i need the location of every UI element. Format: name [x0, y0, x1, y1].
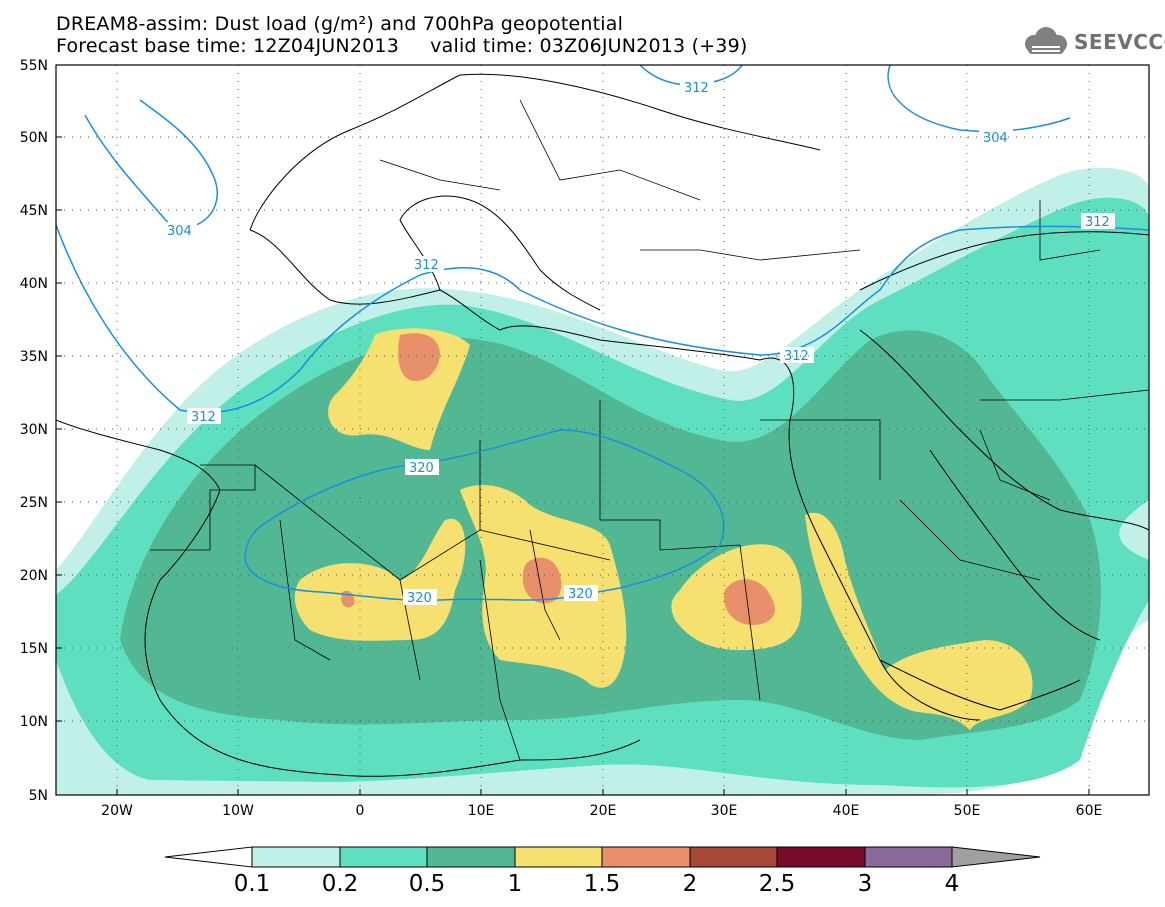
forecast-time-info: Forecast base time: 12Z04JUN2013 valid t…: [56, 35, 748, 57]
contour-label: 312: [684, 81, 709, 96]
contour-label-bg: [680, 79, 714, 95]
colorbar-lower-arrow: [164, 846, 253, 868]
colorbar-segment: [601, 846, 691, 868]
contour-label-bg: [410, 256, 444, 272]
coastlines: [56, 73, 1149, 777]
seevccc-logo: SEEVCCC: [1018, 24, 1165, 60]
lat-label: 50N: [20, 130, 48, 146]
lon-label: 20E: [590, 803, 617, 819]
gridlines: [56, 65, 1149, 795]
dust-shade-1.5-sudan: [724, 579, 775, 625]
contour-label-bg: [187, 408, 221, 424]
contour-label: 312: [784, 349, 809, 364]
contour-label-bg: [979, 129, 1013, 145]
lon-label: 10W: [222, 803, 254, 819]
lat-label: 55N: [20, 58, 48, 74]
logo-text: SEEVCCC: [1074, 30, 1165, 54]
colorbar-upper-arrow: [951, 846, 1041, 868]
lat-label: 35N: [20, 349, 48, 365]
colorbar-segment: [514, 846, 603, 868]
colorbar-label: 1.5: [584, 871, 621, 897]
lat-label: 10N: [20, 714, 48, 730]
contour-label: 312: [1085, 215, 1110, 230]
lon-label: 60E: [1076, 803, 1103, 819]
colorbar-segment: [776, 846, 866, 868]
contour-label: 320: [568, 587, 593, 602]
latitude-labels: 55N 50N 45N 40N 35N 30N 25N 20N 15N 10N …: [20, 58, 48, 804]
dust-shade-1-mali: [294, 518, 466, 641]
axis-ticks: [56, 64, 1090, 796]
contour-label-bg: [405, 459, 439, 475]
lon-label: 0: [356, 803, 365, 819]
dust-shade-1.5-algeria: [398, 333, 440, 382]
contour-320: [244, 429, 725, 602]
map-title: DREAM8-assim: Dust load (g/m²) and 700hP…: [56, 13, 624, 35]
colorbar-segment: [864, 846, 953, 868]
contour-label: 320: [409, 461, 434, 476]
map-area: 312 304 312 304 312 312 312 320 320 320: [56, 65, 1149, 795]
country-borders: [150, 99, 1149, 761]
colorbar-label: 0.1: [234, 871, 271, 897]
colorbar: 0.1 0.2 0.5 1 1.5 2 2.5 3 4: [164, 846, 1041, 897]
colorbar-label: 3: [858, 871, 873, 897]
lat-label: 40N: [20, 276, 48, 292]
colorbar-label: 1: [508, 871, 523, 897]
colorbar-segment: [689, 846, 778, 868]
lat-label: 5N: [29, 788, 48, 804]
contour-label: 312: [414, 258, 439, 273]
colorbar-label: 4: [945, 871, 960, 897]
colorbar-label: 2: [683, 871, 698, 897]
contour-312-north: [639, 65, 743, 86]
contour-labels: 312 304 312 304 312 312 312 320 320 320: [163, 79, 1115, 606]
lon-label: 30E: [711, 803, 738, 819]
colorbar-label: 2.5: [759, 871, 796, 897]
colorbar-segment: [426, 846, 516, 868]
contour-label: 304: [983, 131, 1008, 146]
lon-label: 20W: [101, 803, 133, 819]
dust-shade-1-redsea: [805, 512, 1033, 730]
lon-label: 10E: [468, 803, 495, 819]
contour-label-bg: [163, 222, 197, 238]
longitude-labels: 20W 10W 0 10E 20E 30E 40E 50E 60E: [101, 803, 1102, 819]
lat-label: 45N: [20, 203, 48, 219]
contour-label-bg: [780, 347, 814, 363]
contour-label: 312: [191, 410, 216, 425]
contour-304-west: [84, 99, 218, 228]
colorbar-label: 0.5: [409, 871, 446, 897]
contour-label: 320: [407, 591, 432, 606]
lat-label: 20N: [20, 568, 48, 584]
contour-label-bg: [403, 589, 437, 605]
cloud-icon: [1025, 27, 1067, 54]
colorbar-segment: [251, 846, 341, 868]
colorbar-label: 0.2: [322, 871, 359, 897]
colorbar-segment: [339, 846, 428, 868]
contour-304-north: [887, 65, 1071, 133]
lat-label: 30N: [20, 422, 48, 438]
lon-label: 50E: [954, 803, 981, 819]
contour-label-bg: [564, 585, 598, 601]
dust-shade-1.5-chad: [522, 557, 562, 604]
lat-label: 15N: [20, 641, 48, 657]
lat-label: 25N: [20, 495, 48, 511]
contour-label: 304: [167, 224, 192, 239]
lon-label: 40E: [833, 803, 860, 819]
